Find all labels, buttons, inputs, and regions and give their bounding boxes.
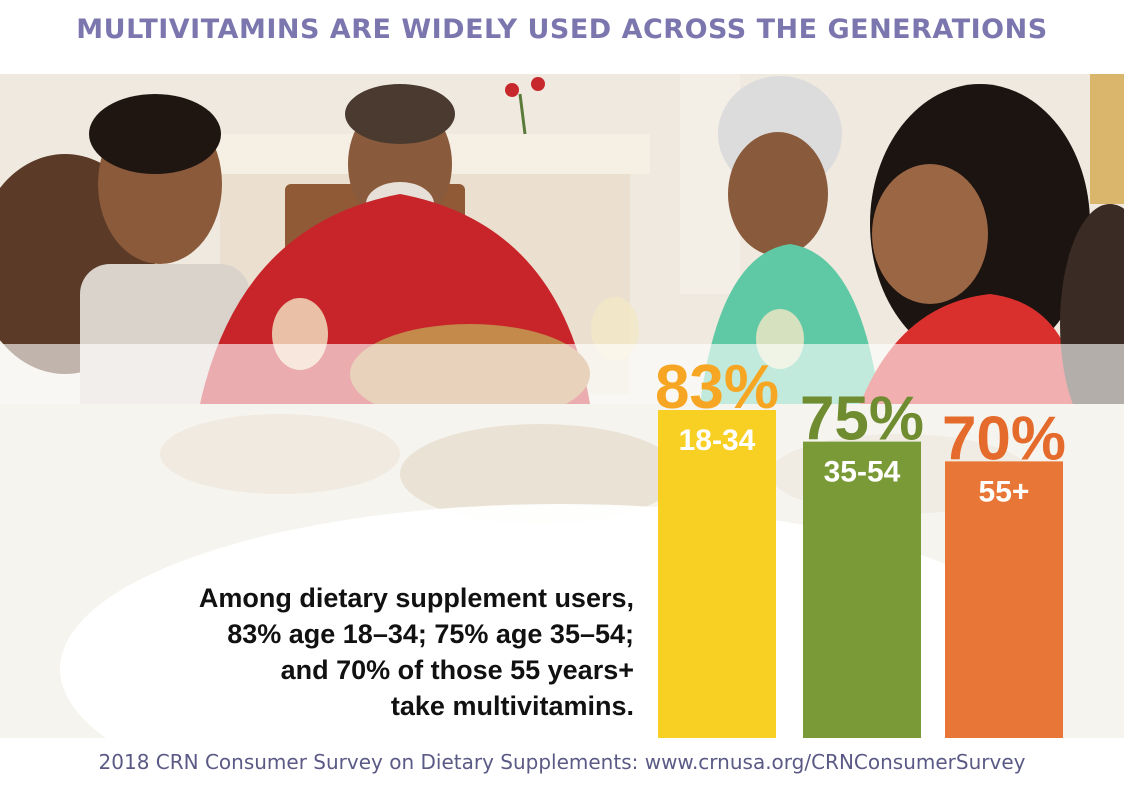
category-label-55+: 55+	[979, 475, 1030, 508]
summary-statement: Among dietary supplement users, 83% age …	[74, 580, 634, 724]
bar-35-54	[803, 441, 921, 738]
statement-line: and 70% of those 55 years+	[280, 655, 634, 685]
bar-55+	[945, 461, 1063, 738]
statement-line: Among dietary supplement users,	[198, 583, 634, 613]
statement-line: 83% age 18–34; 75% age 35–54;	[227, 619, 634, 649]
category-label-35-54: 35-54	[824, 456, 901, 489]
source-footer: 2018 CRN Consumer Survey on Dietary Supp…	[98, 750, 1026, 774]
statement-line: take multivitamins.	[390, 691, 634, 721]
value-label-35-54: 75%	[800, 385, 924, 454]
value-label-55+: 70%	[942, 404, 1066, 473]
category-label-18-34: 18-34	[679, 424, 756, 457]
infographic-title: MULTIVITAMINS ARE WIDELY USED ACROSS THE…	[76, 14, 1048, 45]
bar-18-34	[658, 410, 776, 738]
value-label-18-34: 83%	[655, 353, 779, 422]
